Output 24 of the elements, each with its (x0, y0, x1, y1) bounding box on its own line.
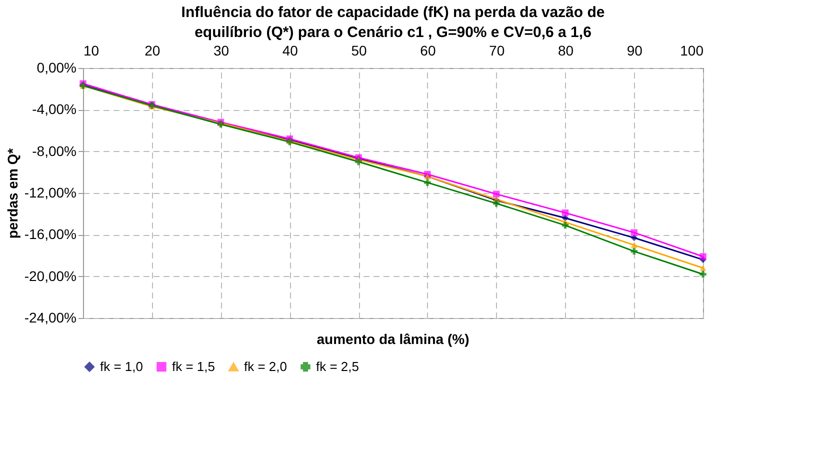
x-tick-label: 50 (351, 42, 368, 58)
x-tick-label: 30 (213, 42, 230, 58)
y-tick-label: -24,00% (24, 310, 76, 326)
x-tick-label: 80 (558, 42, 574, 58)
legend-label: fk = 2,5 (316, 358, 359, 374)
y-tick-label: -12,00% (24, 184, 76, 200)
chart-title: Influência do fator de capacidade (fK) na perda da vazão de equilíbrio (Q*) para o Cenário c1 , G=90% e CV=0,6 a 1,6 (181, 4, 605, 41)
y-tick-label: -4,00% (32, 101, 76, 118)
legend-label: fk = 1,0 (100, 358, 143, 374)
y-tick-label: 0,00% (36, 60, 76, 76)
y-tick-label: -16,00% (24, 226, 76, 242)
x-tick-label: 40 (282, 42, 298, 58)
x-axis-title: aumento da lâmina (%) (316, 331, 470, 347)
x-tick-label: 20 (144, 42, 160, 58)
x-tick-label: 70 (489, 42, 505, 58)
x-tick-label: 10 (84, 42, 100, 58)
x-tick-label: 60 (420, 42, 436, 58)
x-tick-label: 100 (680, 42, 704, 58)
x-tick-label: 90 (626, 42, 643, 58)
y-tick-label: -20,00% (24, 268, 76, 284)
legend-label: fk = 1,5 (172, 358, 215, 374)
y-tick-label: -8,00% (32, 142, 76, 159)
legend-label: fk = 2,0 (244, 359, 287, 374)
y-axis-title: perdas em Q* (4, 148, 20, 239)
